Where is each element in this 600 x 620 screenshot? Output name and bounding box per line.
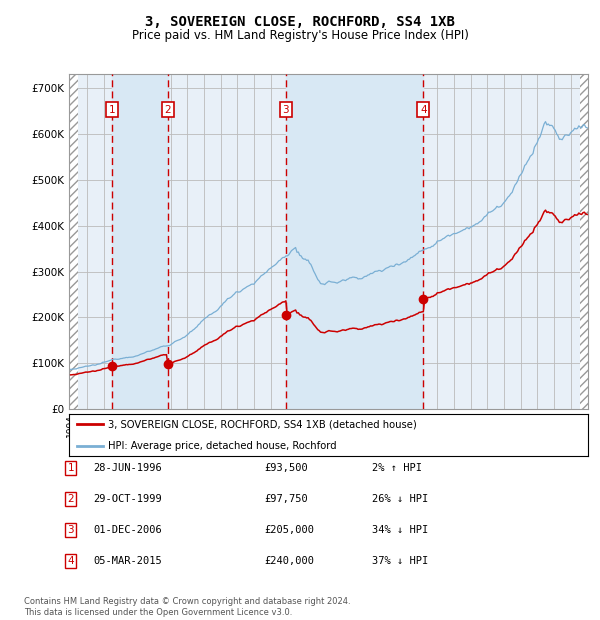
Text: 01-DEC-2006: 01-DEC-2006 (93, 525, 162, 535)
Text: 2: 2 (164, 105, 171, 115)
Text: 1: 1 (109, 105, 116, 115)
Text: £240,000: £240,000 (264, 556, 314, 566)
Text: 4: 4 (420, 105, 427, 115)
Text: 37% ↓ HPI: 37% ↓ HPI (372, 556, 428, 566)
Text: 2: 2 (67, 494, 74, 504)
Text: 3: 3 (283, 105, 289, 115)
Bar (580, 74, 590, 409)
Text: 4: 4 (67, 556, 74, 566)
Bar (286, 74, 424, 409)
Text: £97,750: £97,750 (264, 494, 308, 504)
Text: £93,500: £93,500 (264, 463, 308, 473)
Text: 2% ↑ HPI: 2% ↑ HPI (372, 463, 422, 473)
Text: 05-MAR-2015: 05-MAR-2015 (93, 556, 162, 566)
Text: 3: 3 (67, 525, 74, 535)
Bar (69, 74, 78, 409)
Text: Contains HM Land Registry data © Crown copyright and database right 2024.
This d: Contains HM Land Registry data © Crown c… (24, 598, 350, 617)
Text: £205,000: £205,000 (264, 525, 314, 535)
Text: Price paid vs. HM Land Registry's House Price Index (HPI): Price paid vs. HM Land Registry's House … (131, 30, 469, 42)
Text: 29-OCT-1999: 29-OCT-1999 (93, 494, 162, 504)
Text: 28-JUN-1996: 28-JUN-1996 (93, 463, 162, 473)
Text: 34% ↓ HPI: 34% ↓ HPI (372, 525, 428, 535)
Bar (112, 74, 168, 409)
Text: 3, SOVEREIGN CLOSE, ROCHFORD, SS4 1XB: 3, SOVEREIGN CLOSE, ROCHFORD, SS4 1XB (145, 15, 455, 29)
Text: 26% ↓ HPI: 26% ↓ HPI (372, 494, 428, 504)
Text: HPI: Average price, detached house, Rochford: HPI: Average price, detached house, Roch… (108, 441, 337, 451)
Text: 1: 1 (67, 463, 74, 473)
Text: 3, SOVEREIGN CLOSE, ROCHFORD, SS4 1XB (detached house): 3, SOVEREIGN CLOSE, ROCHFORD, SS4 1XB (d… (108, 419, 416, 429)
